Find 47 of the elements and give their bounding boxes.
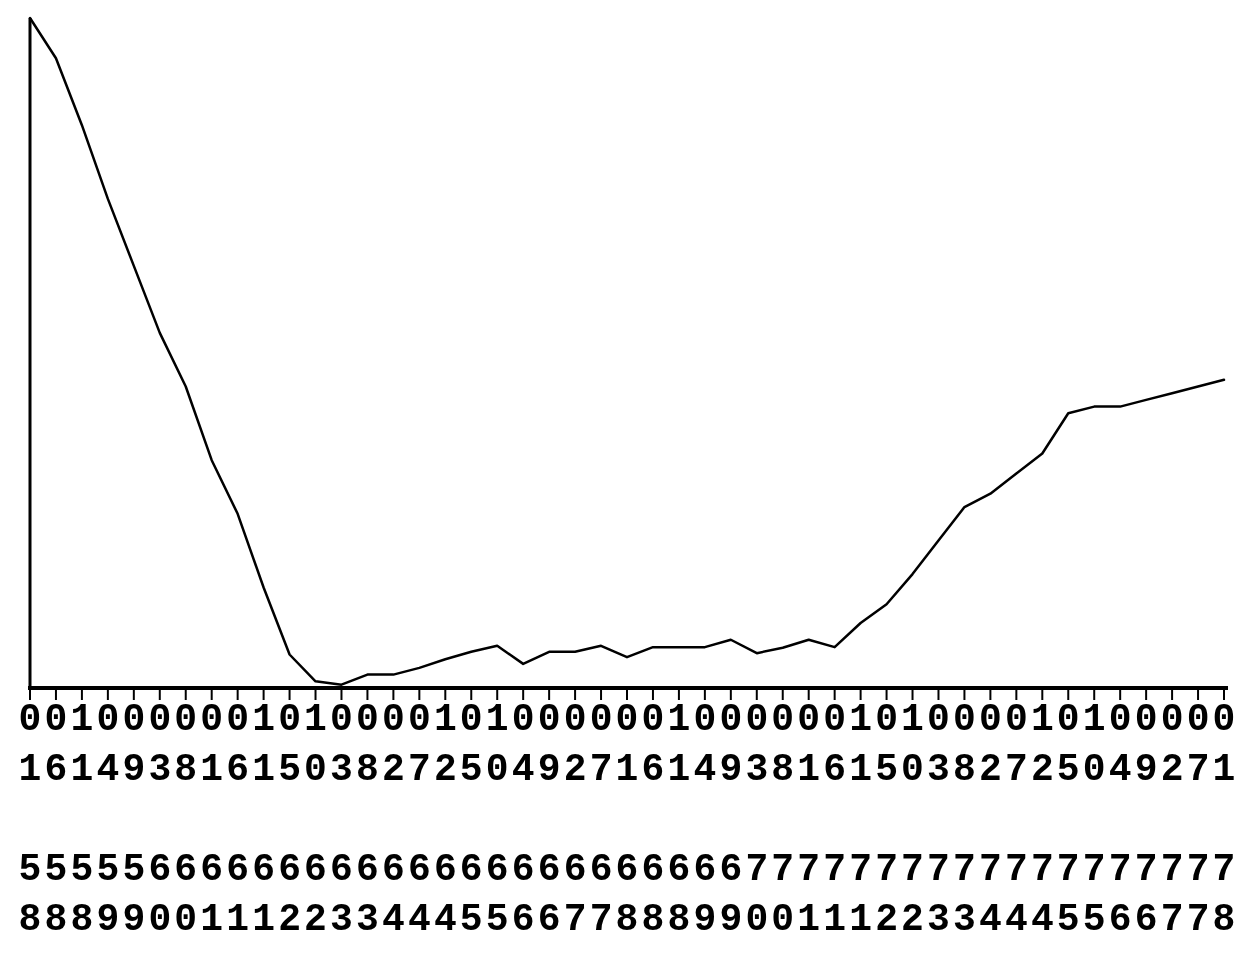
category-label: 06 71: [823, 698, 847, 941]
category-label: 07 67: [589, 698, 613, 941]
category-label: 06 58: [44, 698, 68, 941]
category-label: 05 75: [1056, 698, 1080, 941]
category-label: 09 76: [1134, 698, 1158, 941]
category-label: 08 73: [953, 698, 976, 941]
category-label: 11 58: [70, 698, 94, 941]
category-label: 11 71: [849, 698, 873, 941]
category-label: 12 64: [433, 698, 457, 941]
category-label: 08 63: [356, 698, 379, 941]
category-label: 04 69: [693, 698, 717, 941]
category-label: 07 64: [407, 698, 431, 941]
category-label: 01 58: [18, 698, 42, 941]
category-label: 02 77: [1160, 698, 1184, 941]
category-label: 03 60: [148, 698, 172, 941]
category-label: 08 70: [771, 698, 795, 941]
category-label: 07 74: [1004, 698, 1028, 941]
category-label: 03 70: [745, 698, 769, 941]
category-label: 07 77: [1186, 698, 1210, 941]
category-label: 06 68: [641, 698, 665, 941]
category-label: 05 72: [875, 698, 898, 941]
category-label: 08 60: [174, 698, 198, 941]
category-label: 04 59: [96, 698, 120, 941]
category-label: 03 73: [927, 698, 950, 941]
category-label: 02 74: [978, 698, 1002, 941]
category-label: 11 61: [252, 698, 276, 941]
category-label: 02 67: [563, 698, 587, 941]
category-label: 10 62: [304, 698, 327, 941]
category-label: 12 74: [1030, 698, 1054, 941]
category-label: 10 65: [485, 698, 509, 941]
category-label: 11 68: [667, 698, 691, 941]
category-label: 05 62: [278, 698, 301, 941]
category-label: 01 71: [797, 698, 821, 941]
category-label: 02 64: [381, 698, 405, 941]
category-label: 09 59: [122, 698, 146, 941]
category-label: 04 66: [511, 698, 535, 941]
category-label: 01 68: [615, 698, 639, 941]
category-label: 03 63: [330, 698, 353, 941]
category-label: 05 65: [459, 698, 483, 941]
category-label: 01 78: [1212, 698, 1236, 941]
category-label: 09 69: [719, 698, 743, 941]
category-label: 10 75: [1082, 698, 1106, 941]
category-label: 09 66: [537, 698, 561, 941]
category-label: 10 72: [901, 698, 924, 941]
category-label: 01 61: [200, 698, 224, 941]
category-label: 06 61: [226, 698, 250, 941]
category-label: 04 76: [1108, 698, 1132, 941]
